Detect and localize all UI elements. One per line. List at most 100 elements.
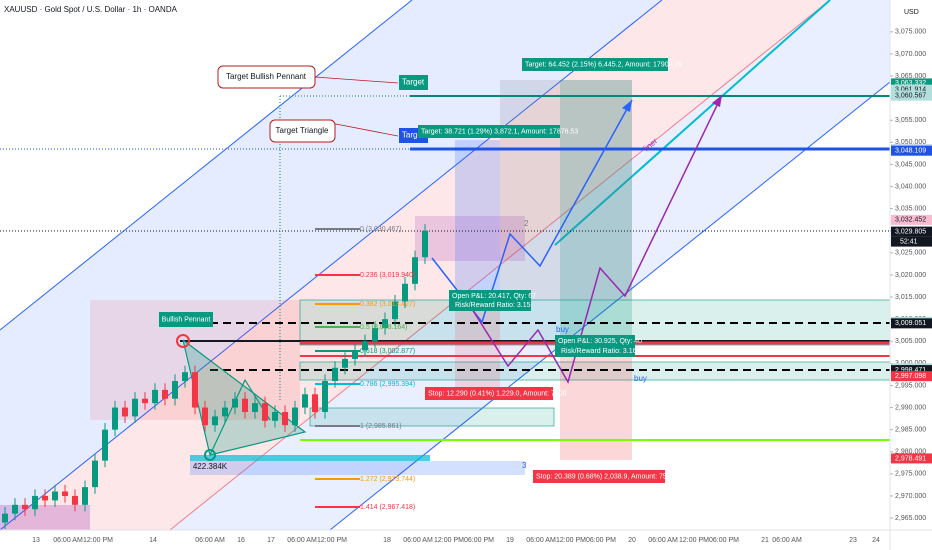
label-box <box>418 125 560 138</box>
candle-body <box>142 398 148 404</box>
x-tick-label: 12:00 PM <box>317 537 347 544</box>
candle-body <box>382 319 388 328</box>
candle-body <box>242 398 248 412</box>
candle-body <box>312 394 318 412</box>
arrowhead <box>622 100 632 112</box>
fib-levels <box>315 228 360 508</box>
candle-body <box>202 407 208 426</box>
price-label: 2,998.471 <box>895 367 926 374</box>
x-tick-label: 19 <box>506 537 514 544</box>
x-tick-label: 16 <box>237 537 245 544</box>
zone <box>309 407 555 427</box>
label-box <box>425 387 553 400</box>
label-text: 3 <box>522 461 527 470</box>
currency: USD <box>904 9 919 16</box>
price-label-box <box>891 226 932 237</box>
price-label: 3,048.109 <box>895 148 926 155</box>
candle-body <box>102 429 108 461</box>
price-label-box <box>891 371 932 382</box>
candle-body <box>232 398 238 408</box>
x-tick-label: 12:00 PM <box>679 537 709 544</box>
x-tick-label: 06:00 PM <box>586 537 616 544</box>
candle-body <box>122 407 128 417</box>
candle-body <box>92 460 98 488</box>
candle-body <box>172 381 178 399</box>
candle-body <box>422 230 428 258</box>
label-text: Risk/Reward Ratio: 3.16 <box>561 348 637 355</box>
candle-body <box>282 411 288 426</box>
zone <box>415 216 525 261</box>
candle-body <box>192 372 198 408</box>
price-label: 3,060.567 <box>895 92 926 99</box>
position-stop <box>560 340 632 460</box>
fib-label: 0.382 (3,013.427) <box>360 301 415 308</box>
y-tick-label: 2,990.000 <box>895 404 926 411</box>
candle-body <box>62 491 68 496</box>
price-label-box <box>891 84 932 95</box>
x-tick-label: 06:00 AM <box>403 537 433 544</box>
price-label: 3,063.332 <box>895 80 926 87</box>
marker <box>176 334 190 348</box>
y-tick-label: 3,015.000 <box>895 294 926 301</box>
label-text: Bullish Pennant <box>162 316 211 323</box>
candle-body <box>292 407 298 426</box>
candle-body <box>182 372 188 382</box>
y-tick-label: 3,050.000 <box>895 139 926 146</box>
fib-label: 1.414 (2,967.418) <box>360 504 415 511</box>
label-box <box>159 312 213 327</box>
candle-body <box>212 416 218 426</box>
teal-line <box>554 0 831 246</box>
label-text: Target: 64.452 (2.15%) 6,445.2, Amount: … <box>525 61 682 68</box>
position-target <box>455 140 500 300</box>
position-stop <box>455 300 500 395</box>
price-label-box <box>891 318 932 329</box>
overlay <box>500 80 632 300</box>
y-tick-label: 3,045.000 <box>895 161 926 168</box>
x-tick-label: 06:00 AM <box>287 537 317 544</box>
y-tick-label: 2,965.000 <box>895 515 926 522</box>
y-tick-label: 3,040.000 <box>895 183 926 190</box>
label-text: buy <box>634 374 647 383</box>
callout-text: Target Bullish Pennant <box>226 72 307 81</box>
countdown-box <box>891 236 932 247</box>
x-tick-label: 06:00 AM <box>648 537 678 544</box>
price-label: 3,029.805 <box>895 228 926 235</box>
labels: Target Bullish Pennant Target Triangle T… <box>159 58 682 511</box>
position-target <box>560 80 632 340</box>
label-box <box>533 470 665 483</box>
x-tick-label: 13 <box>32 537 40 544</box>
x-tick-label: 06:00 AM <box>195 537 225 544</box>
zone <box>190 461 525 475</box>
candle-body <box>12 504 18 514</box>
label-text: buy <box>556 325 569 334</box>
candle-body <box>412 257 418 284</box>
time-axis <box>0 530 932 550</box>
y-tick-label: 3,065.000 <box>895 73 926 80</box>
channel-line <box>0 0 413 331</box>
x-tick-label: 06:00 PM <box>709 537 739 544</box>
candle-body <box>72 495 78 505</box>
price-label: 2,997.098 <box>895 373 926 380</box>
candle-body <box>2 513 8 523</box>
candle-body <box>372 327 378 342</box>
price-label: 3,061.914 <box>895 87 926 94</box>
label-box <box>399 75 428 90</box>
y-tick-label: 2,985.000 <box>895 427 926 434</box>
candle-body <box>222 407 228 417</box>
price-label-box <box>891 90 932 101</box>
candle-body <box>162 389 168 399</box>
countdown: 52:41 <box>900 238 918 245</box>
x-tick-label: 12:00 PM <box>556 537 586 544</box>
label-text: Open P&L: 20.417, Qty: 67 <box>452 293 536 300</box>
price-label-box <box>891 453 932 464</box>
label-text: Target: 38.721 (1.29%) 3,872.1, Amount: … <box>421 128 578 135</box>
candle-body <box>152 389 158 404</box>
label-box <box>449 290 531 311</box>
candle-body <box>52 491 58 501</box>
price-label: 2,978.491 <box>895 455 926 462</box>
fib-label: 0 (3,030.467) <box>360 226 402 233</box>
x-tick-label: 06:00 AM <box>53 537 83 544</box>
candle-body <box>272 411 278 421</box>
y-tick-label: 2,980.000 <box>895 449 926 456</box>
